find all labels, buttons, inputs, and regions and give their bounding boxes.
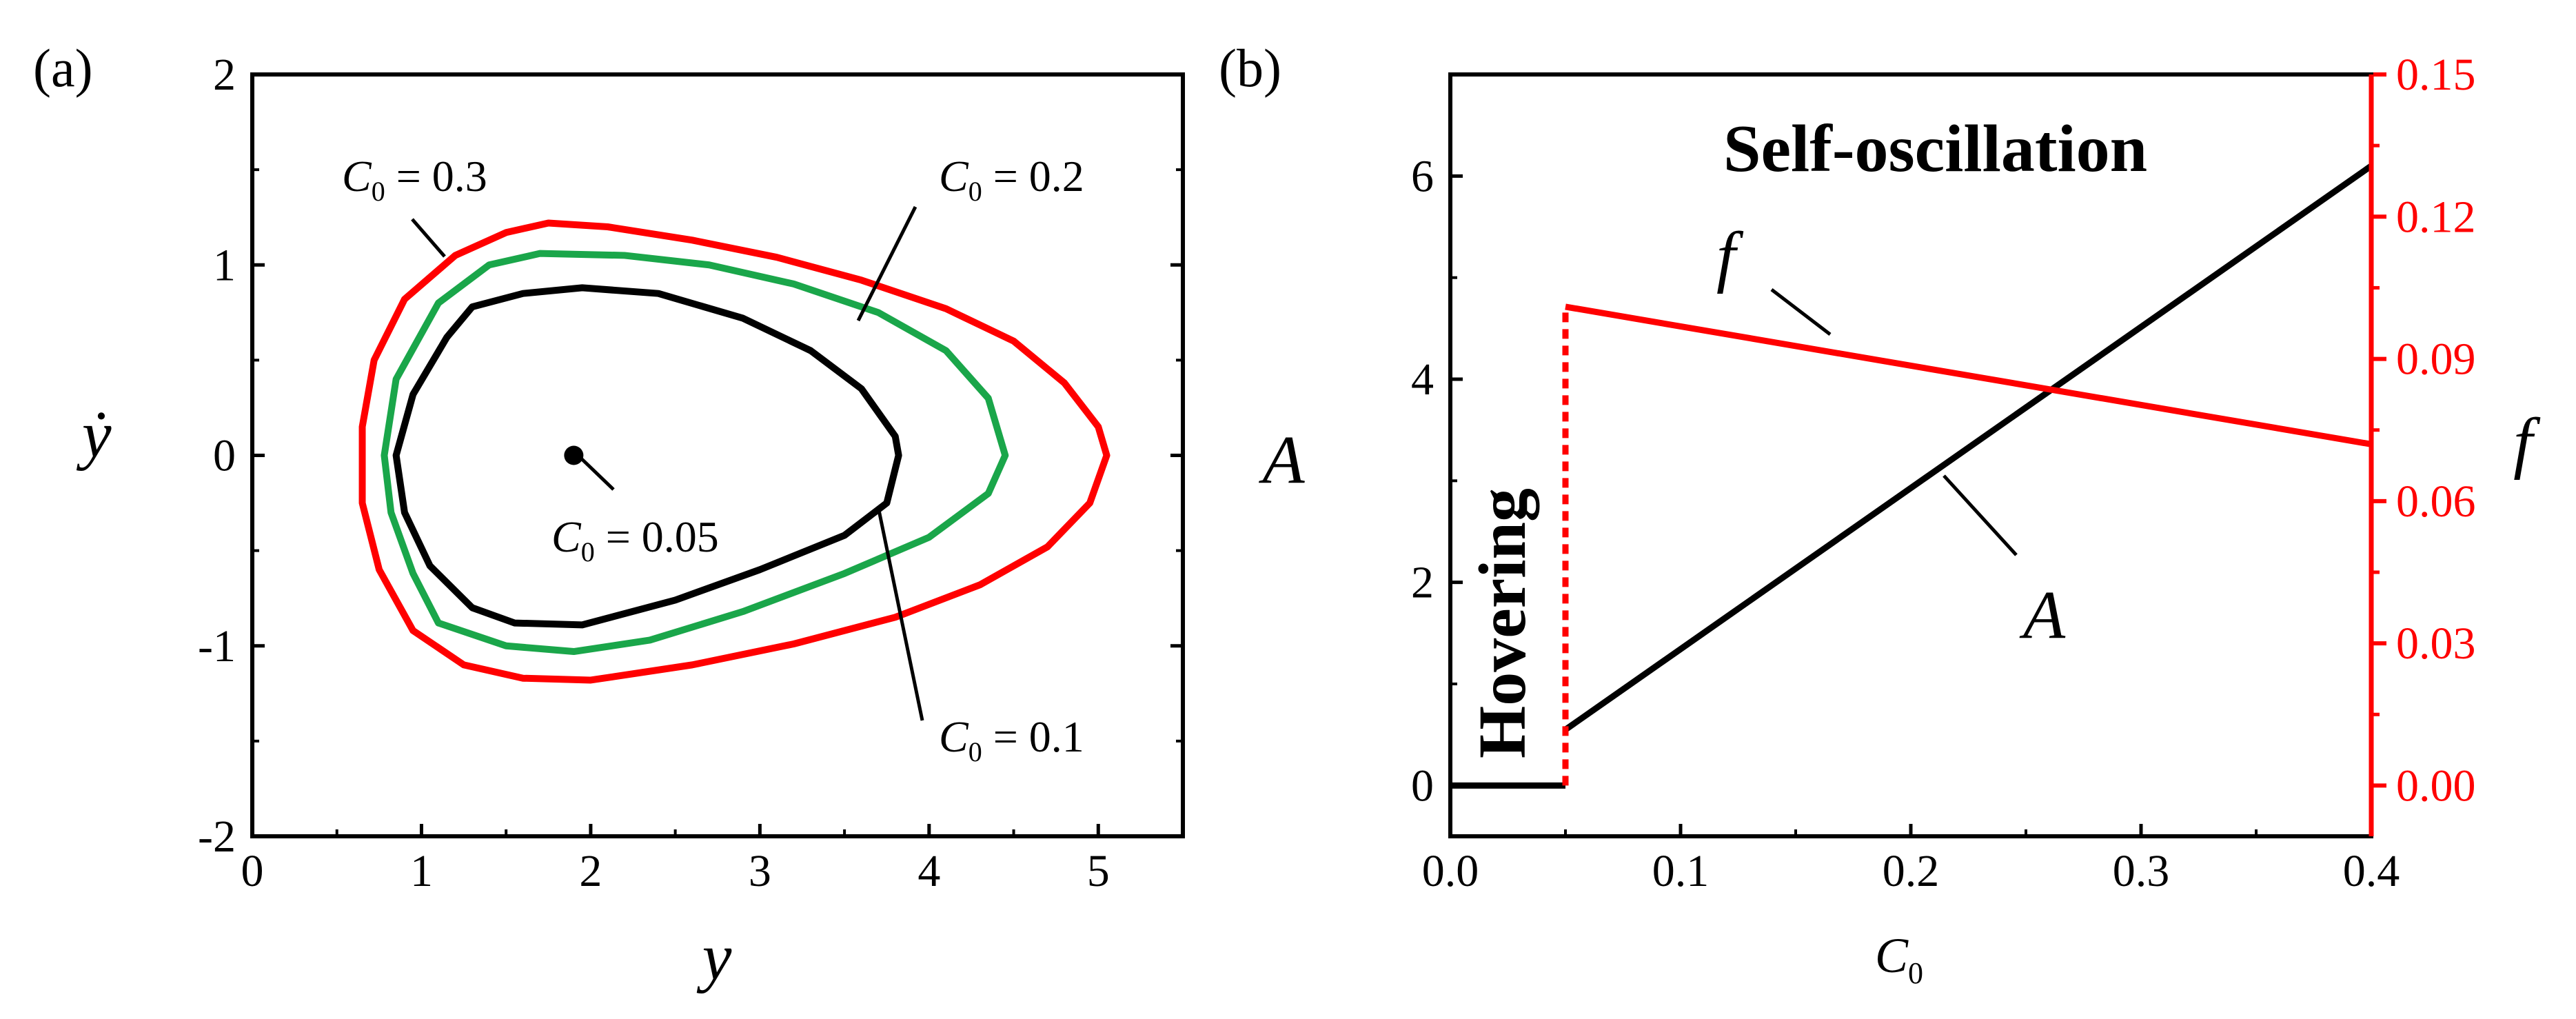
panel-b-xlabel: C0 <box>1875 928 1923 990</box>
leader-line-c005 <box>576 454 615 491</box>
x-tick-label: 4 <box>917 846 940 896</box>
panel-b-ticks: 0.0 0.1 0.2 0.3 0.4 0 2 4 6 0.00 0.03 0.06 0.09 0.12 0… <box>1411 50 2476 896</box>
x-tick-label: 0.0 <box>1422 846 1479 896</box>
x-tick-label: 0.4 <box>2343 846 2400 896</box>
hovering-label: Hovering <box>1466 488 1540 758</box>
y-left-tick-label: 0 <box>1411 760 1434 811</box>
y-tick-label: 2 <box>213 50 236 100</box>
panel-b-ylabel-left: A <box>1258 421 1305 498</box>
y-right-tick-label: 0.12 <box>2396 192 2476 242</box>
series-f-segment-1 <box>1565 303 2372 447</box>
y-right-tick-label: 0.09 <box>2396 334 2476 385</box>
x-tick-label: 0 <box>241 846 264 896</box>
leader-line-c01 <box>877 510 924 721</box>
label-c03: C0 = 0.3 <box>342 152 487 207</box>
series-label-A: A <box>2019 576 2066 653</box>
leader-line-A <box>1943 474 2018 556</box>
panel-a-frame <box>250 72 1185 838</box>
y-right-tick-label: 0.06 <box>2396 476 2476 527</box>
x-tick-label: 1 <box>410 846 433 896</box>
series-A-segment-1 <box>1563 163 2373 732</box>
limit-cycle-curve-1 <box>381 250 1009 656</box>
panel-a-ticks: 0 1 2 3 4 5 -2 -1 0 1 2 <box>198 50 1183 896</box>
panel-b-ylabel-right: f <box>2513 404 2541 481</box>
leader-line-c03 <box>411 218 446 258</box>
x-tick-label: 0.2 <box>1883 846 1940 896</box>
limit-cycle-curve-2 <box>392 284 902 629</box>
panel-a-xlabel: y <box>696 920 732 993</box>
x-tick-label: 5 <box>1087 846 1110 896</box>
y-left-tick-label: 4 <box>1411 354 1434 405</box>
label-c02: C0 = 0.2 <box>939 152 1084 207</box>
y-right-tick-label: 0.15 <box>2396 50 2476 100</box>
fixed-point-marker <box>564 445 584 465</box>
panel-a-label: (a) <box>33 38 93 98</box>
label-c005: C0 = 0.05 <box>551 512 719 567</box>
y-right-tick-label: 0.03 <box>2396 618 2476 669</box>
leader-line-f <box>1770 288 1832 336</box>
leader-line-c02 <box>856 205 917 322</box>
limit-cycle-curve-0 <box>358 219 1110 684</box>
panel-a-curves <box>358 219 1110 684</box>
y-tick-label: -2 <box>198 811 236 862</box>
y-right-tick-label: 0.00 <box>2396 760 2476 811</box>
panel-b-curves <box>1450 163 2373 789</box>
y-left-tick-label: 2 <box>1411 558 1434 608</box>
panel-b-label: (b) <box>1219 38 1281 98</box>
x-tick-label: 2 <box>579 846 602 896</box>
y-left-tick-label: 6 <box>1411 151 1434 201</box>
panel-a-ylabel: ẏ <box>77 397 112 471</box>
x-tick-label: 0.1 <box>1652 846 1710 896</box>
y-tick-label: 0 <box>213 431 236 481</box>
self-oscillation-label: Self-oscillation <box>1723 112 2147 186</box>
x-tick-label: 0.3 <box>2113 846 2170 896</box>
series-label-f: f <box>1716 218 1744 294</box>
panel-b-frame <box>1448 72 2373 838</box>
x-tick-label: 3 <box>749 846 771 896</box>
y-tick-label: -1 <box>198 621 236 672</box>
y-tick-label: 1 <box>213 240 236 290</box>
label-c01: C0 = 0.1 <box>939 712 1084 767</box>
